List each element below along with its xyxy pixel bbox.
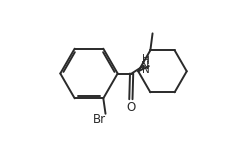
- Text: O: O: [126, 101, 136, 114]
- Text: Br: Br: [93, 113, 106, 126]
- Text: H
N: H N: [142, 56, 150, 75]
- Text: N: N: [141, 61, 150, 71]
- Text: H: H: [142, 54, 149, 64]
